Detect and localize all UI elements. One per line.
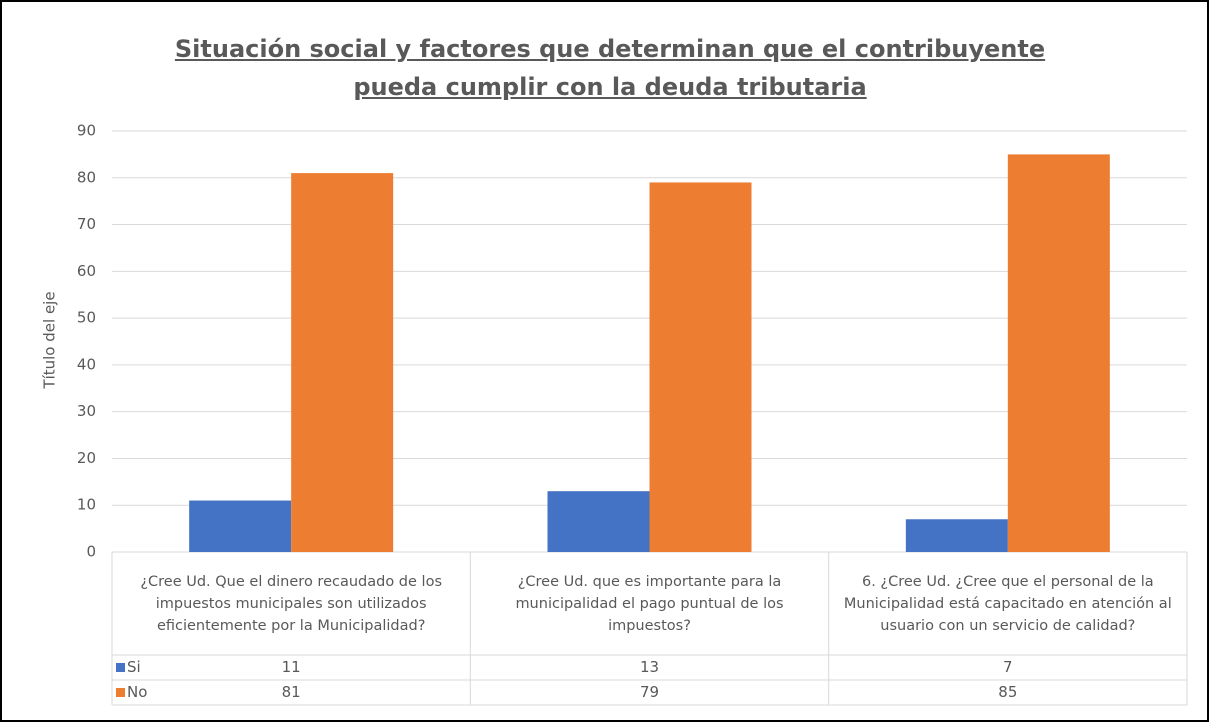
legend-key [116,663,125,672]
y-tick-label: 50 [77,309,96,327]
y-axis-title: Título del eje [41,291,59,389]
x-tick-label: ¿Cree Ud. que es importante para la muni… [515,574,784,634]
bar [291,173,394,552]
y-tick-label: 90 [77,122,96,140]
bar [905,519,1008,552]
legend-key [116,688,125,697]
table-value: 81 [282,683,301,701]
y-tick-label: 40 [77,355,96,373]
y-tick-label: 60 [77,262,96,280]
x-tick-label: 6. ¿Cree Ud. ¿Cree que el personal de la… [843,574,1172,634]
chart-title: Situación social y factores que determin… [174,35,1046,101]
y-tick-label: 0 [86,543,96,561]
table-value: 13 [640,658,659,676]
bar [649,182,752,552]
legend-label: Si [127,658,141,676]
y-tick-label: 20 [77,449,96,467]
table-value: 11 [282,658,301,676]
y-tick-label: 30 [77,402,96,420]
y-tick-label: 10 [77,496,96,514]
table-value: 79 [640,683,659,701]
table-value: 85 [998,683,1017,701]
bar [547,491,650,552]
bar [1007,154,1110,552]
legend-label: No [127,683,147,701]
y-tick-label: 80 [77,168,96,186]
table-value: 7 [1003,658,1013,676]
y-tick-label: 70 [77,215,96,233]
bar [189,500,292,552]
x-tick-label: ¿Cree Ud. Que el dinero recaudado de los… [140,574,442,634]
